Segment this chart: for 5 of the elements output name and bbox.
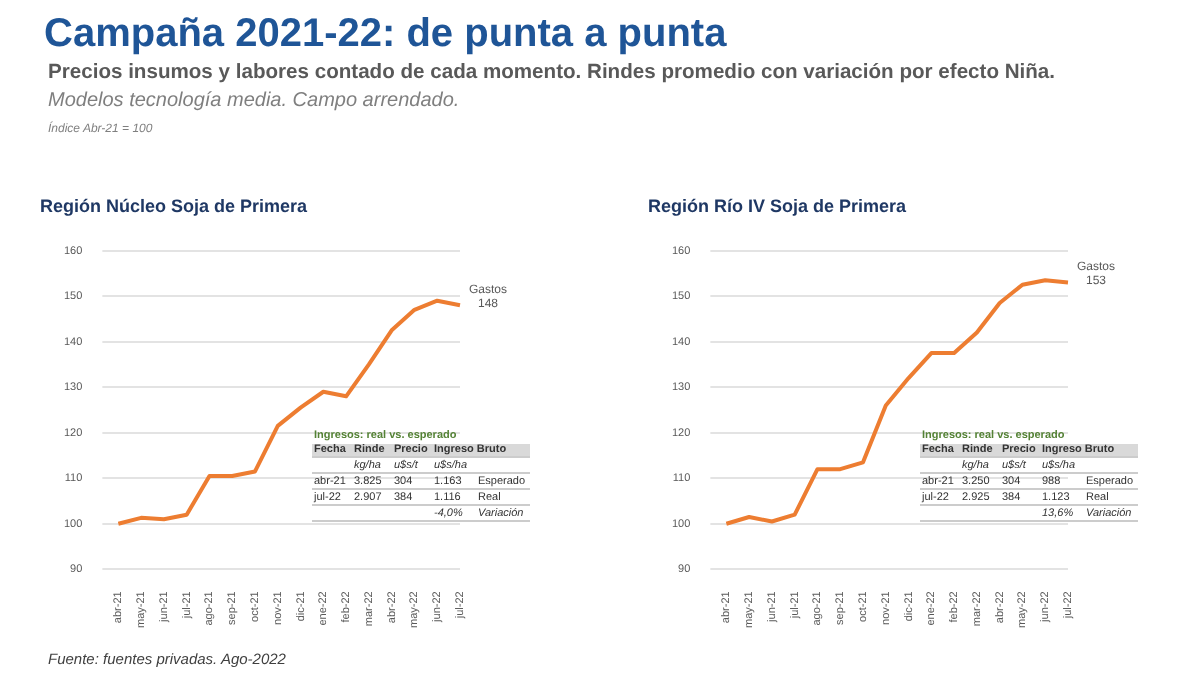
text: Campaña 2021-22: de punta a punta — [44, 12, 727, 58]
chart-title: Región Río IV Soja de Primera — [648, 196, 907, 216]
text: Precios insumos y labores contado de cada momento. Rindes promedio con variación por efecto Niña. — [48, 62, 1056, 84]
text: Modelos tecnología media. Campo arrendado. — [48, 90, 460, 112]
chart-title: Región Núcleo Soja de Primera — [40, 196, 308, 216]
